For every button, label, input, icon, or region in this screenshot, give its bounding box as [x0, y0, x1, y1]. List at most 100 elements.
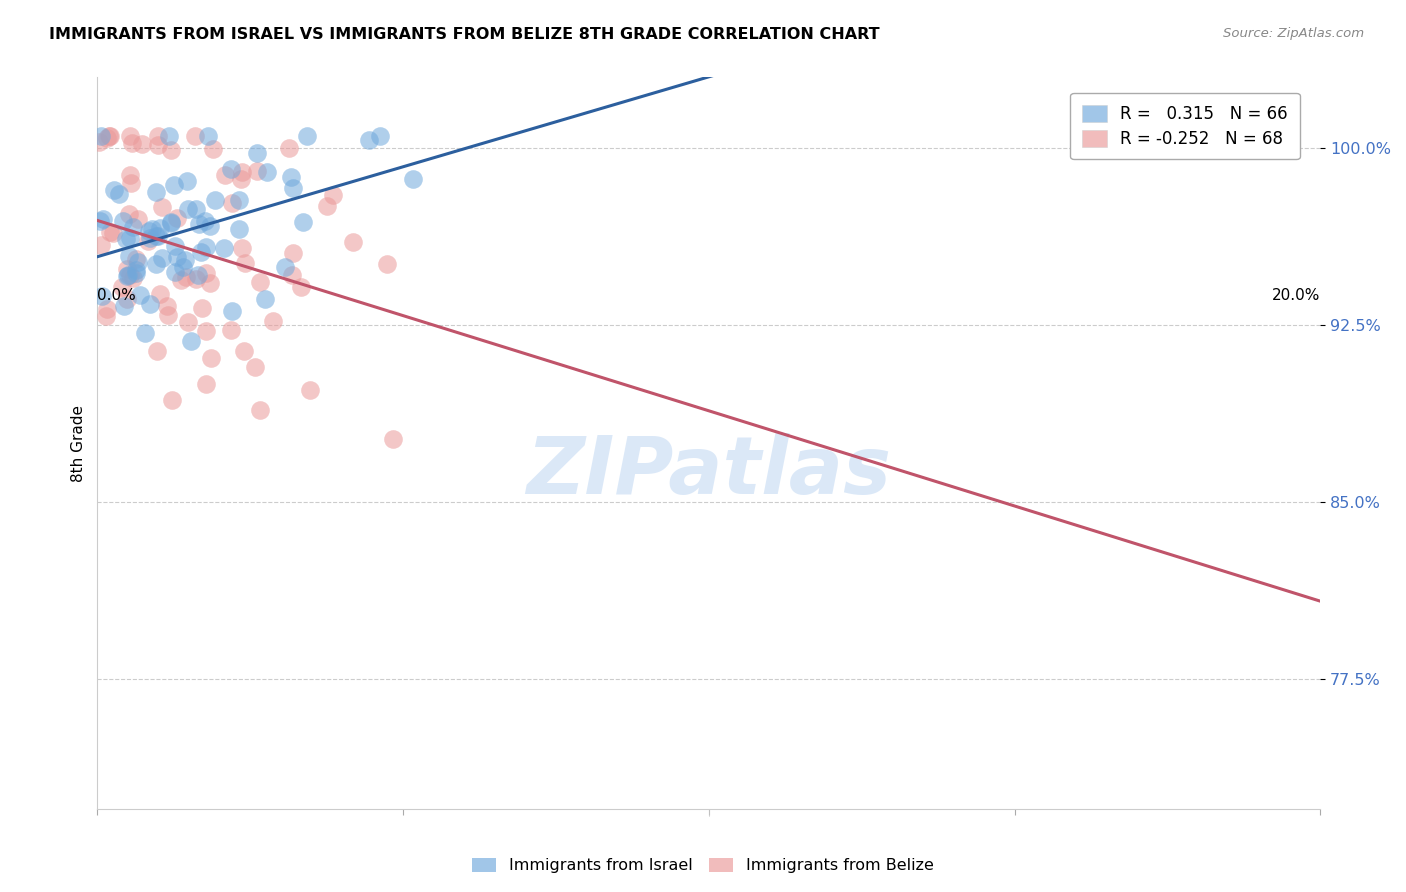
- Point: [120, 176, 142, 190]
- Point: [184, 272, 207, 286]
- Point: [174, 269, 197, 284]
- Point: [212, 241, 235, 255]
- Point: [163, 239, 186, 253]
- Point: [221, 304, 243, 318]
- Point: [115, 268, 138, 283]
- Point: [112, 213, 135, 227]
- Point: [290, 279, 312, 293]
- Point: [229, 171, 252, 186]
- Point: [103, 226, 125, 240]
- Text: 20.0%: 20.0%: [1272, 288, 1320, 303]
- Point: [138, 224, 160, 238]
- Point: [127, 211, 149, 226]
- Point: [89, 214, 111, 228]
- Legend: R =   0.315   N = 66, R = -0.252   N = 68: R = 0.315 N = 66, R = -0.252 N = 68: [1070, 93, 1299, 160]
- Point: [200, 219, 222, 233]
- Point: [194, 377, 217, 392]
- Point: [145, 229, 167, 244]
- Point: [115, 262, 138, 277]
- Point: [118, 207, 141, 221]
- Point: [127, 254, 149, 268]
- Text: ZIPatlas: ZIPatlas: [526, 434, 891, 511]
- Point: [162, 392, 184, 407]
- Point: [90, 289, 112, 303]
- Point: [186, 202, 208, 216]
- Point: [150, 200, 173, 214]
- Point: [298, 383, 321, 397]
- Point: [96, 301, 118, 316]
- Point: [277, 141, 299, 155]
- Point: [120, 268, 142, 282]
- Text: 0.0%: 0.0%: [97, 288, 136, 303]
- Point: [121, 136, 143, 150]
- Point: [136, 234, 159, 248]
- Point: [233, 256, 256, 270]
- Text: Source: ZipAtlas.com: Source: ZipAtlas.com: [1223, 27, 1364, 40]
- Point: [180, 334, 202, 348]
- Point: [253, 292, 276, 306]
- Point: [177, 315, 200, 329]
- Point: [195, 240, 218, 254]
- Point: [122, 271, 145, 285]
- Point: [141, 222, 163, 236]
- Point: [146, 129, 169, 144]
- Point: [375, 257, 398, 271]
- Point: [233, 344, 256, 359]
- Text: IMMIGRANTS FROM ISRAEL VS IMMIGRANTS FROM BELIZE 8TH GRADE CORRELATION CHART: IMMIGRANTS FROM ISRAEL VS IMMIGRANTS FRO…: [49, 27, 880, 42]
- Point: [122, 219, 145, 234]
- Point: [368, 129, 391, 144]
- Point: [98, 129, 121, 144]
- Point: [195, 266, 218, 280]
- Point: [160, 143, 183, 157]
- Point: [297, 129, 319, 144]
- Point: [157, 129, 180, 144]
- Point: [381, 432, 404, 446]
- Point: [111, 280, 134, 294]
- Point: [159, 215, 181, 229]
- Point: [117, 292, 139, 306]
- Point: [186, 268, 208, 282]
- Point: [221, 195, 243, 210]
- Point: [112, 299, 135, 313]
- Point: [190, 244, 212, 259]
- Point: [150, 251, 173, 265]
- Point: [184, 129, 207, 144]
- Point: [291, 215, 314, 229]
- Point: [174, 253, 197, 268]
- Point: [157, 308, 180, 322]
- Point: [91, 212, 114, 227]
- Point: [97, 129, 120, 144]
- Point: [146, 138, 169, 153]
- Point: [94, 310, 117, 324]
- Point: [131, 137, 153, 152]
- Point: [176, 174, 198, 188]
- Point: [96, 131, 118, 145]
- Point: [118, 129, 141, 144]
- Point: [194, 214, 217, 228]
- Point: [204, 193, 226, 207]
- Point: [219, 323, 242, 337]
- Point: [246, 164, 269, 178]
- Point: [201, 142, 224, 156]
- Point: [169, 273, 191, 287]
- Point: [159, 216, 181, 230]
- Point: [100, 225, 122, 239]
- Point: [129, 288, 152, 302]
- Point: [176, 202, 198, 217]
- Point: [249, 403, 271, 417]
- Point: [138, 297, 160, 311]
- Point: [402, 172, 425, 186]
- Point: [89, 135, 111, 149]
- Point: [281, 246, 304, 260]
- Point: [342, 235, 364, 249]
- Point: [108, 186, 131, 201]
- Point: [156, 300, 179, 314]
- Point: [149, 286, 172, 301]
- Point: [117, 249, 139, 263]
- Point: [357, 133, 380, 147]
- Point: [103, 183, 125, 197]
- Point: [163, 265, 186, 279]
- Point: [214, 168, 236, 182]
- Point: [149, 221, 172, 235]
- Point: [115, 232, 138, 246]
